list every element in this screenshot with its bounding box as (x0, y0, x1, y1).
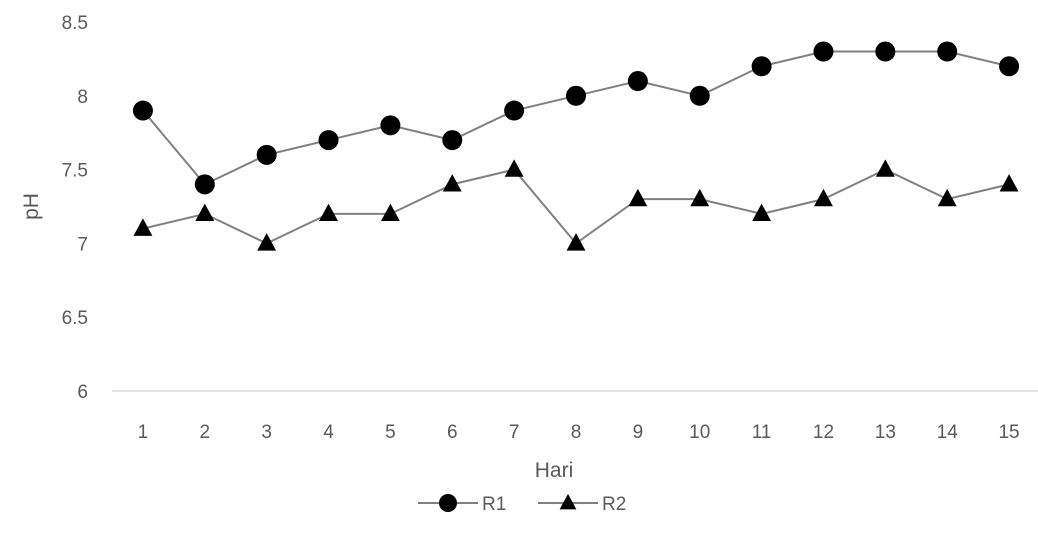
data-point-r2 (937, 188, 957, 207)
y-axis-title: pH (20, 193, 43, 220)
data-point-r1 (318, 130, 339, 151)
data-point-r1 (751, 56, 772, 77)
legend-marker (439, 494, 457, 512)
data-point-r1 (380, 115, 401, 136)
data-point-r1 (689, 85, 710, 106)
data-point-r1 (813, 41, 834, 62)
series-r1 (132, 41, 1020, 195)
series-r2 (133, 159, 1019, 251)
data-point-r2 (999, 174, 1019, 192)
x-tick-label: 8 (571, 422, 582, 443)
y-tick-label: 7.5 (62, 161, 88, 182)
data-point-r2 (814, 188, 833, 207)
x-tick-label: 6 (447, 422, 458, 443)
series-layer (132, 41, 1020, 251)
legend-item-r1: R1 (418, 494, 506, 515)
x-tick-label: 4 (323, 422, 334, 443)
data-point-r2 (504, 159, 524, 177)
data-point-r1 (504, 100, 525, 121)
data-point-r2 (319, 203, 338, 222)
y-tick-label: 6 (77, 382, 88, 403)
y-tick-label: 8 (77, 87, 88, 108)
data-point-r1 (256, 144, 277, 165)
data-point-r2 (257, 233, 277, 251)
x-axis-ticks: 1 2 3 4 5 6 7 8 9 10 11 12 13 14 15 (138, 422, 1020, 443)
y-tick-label: 6.5 (62, 308, 88, 329)
data-point-r2 (566, 233, 586, 251)
series-line-r2 (142, 168, 1010, 245)
data-point-r2 (690, 188, 710, 207)
legend: R1 R2 (418, 493, 626, 515)
x-tick-label: 7 (509, 422, 520, 443)
x-tick-label: 15 (998, 422, 1019, 443)
data-point-r1 (937, 41, 958, 62)
y-tick-label: 8.5 (62, 13, 88, 34)
data-point-r2 (628, 188, 648, 207)
y-tick-label: 7 (77, 234, 88, 255)
data-point-r1 (442, 130, 463, 151)
data-point-r2 (133, 218, 153, 236)
data-point-r1 (132, 100, 153, 121)
y-axis-ticks: 6 6.5 7 7.5 8 8.5 (62, 13, 88, 403)
x-tick-label: 3 (261, 422, 272, 443)
data-point-r1 (194, 174, 215, 195)
data-point-r2 (875, 159, 895, 177)
data-point-r2 (442, 174, 462, 192)
x-tick-label: 14 (937, 422, 959, 443)
x-tick-label: 5 (385, 422, 396, 443)
x-tick-label: 13 (875, 422, 896, 443)
data-point-r2 (380, 203, 400, 222)
legend-item-r2: R2 (538, 493, 626, 515)
series-line-r1 (142, 50, 1010, 186)
data-point-r1 (875, 41, 896, 62)
x-tick-label: 10 (689, 422, 710, 443)
data-point-r1 (566, 85, 586, 106)
data-point-r2 (752, 203, 772, 222)
data-point-r1 (627, 71, 648, 92)
x-axis-title: Hari (535, 459, 574, 482)
legend-label: R2 (602, 494, 626, 515)
x-tick-label: 12 (813, 422, 834, 443)
legend-label: R1 (482, 494, 506, 515)
x-tick-label: 11 (752, 422, 772, 443)
x-tick-label: 2 (200, 422, 211, 443)
x-tick-label: 9 (633, 422, 644, 443)
legend-marker (559, 493, 577, 510)
data-point-r1 (999, 56, 1020, 77)
x-tick-label: 1 (138, 422, 149, 443)
data-point-r2 (195, 203, 215, 222)
